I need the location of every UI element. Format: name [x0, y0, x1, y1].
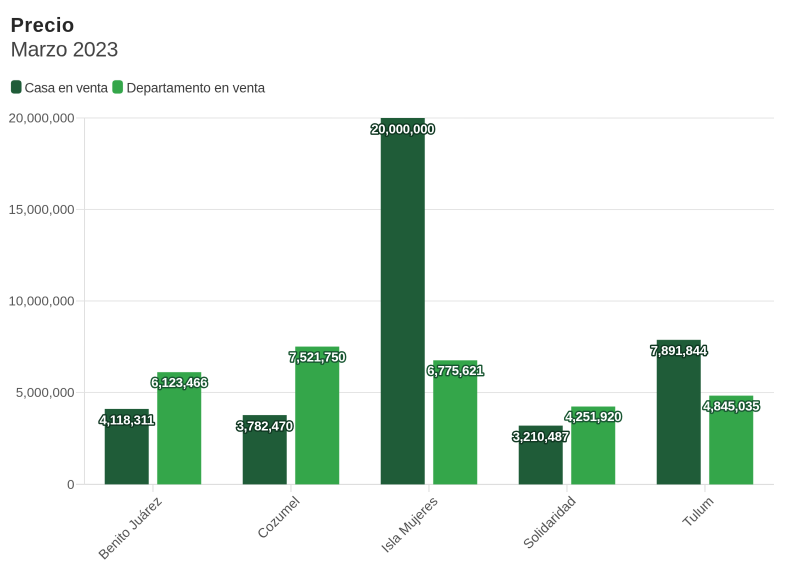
svg-text:20,000,000: 20,000,000 [9, 110, 75, 125]
svg-text:6,123,466: 6,123,466 [151, 375, 207, 390]
svg-text:20,000,000: 20,000,000 [371, 121, 434, 136]
svg-text:Precio: Precio [11, 15, 75, 37]
svg-text:5,000,000: 5,000,000 [16, 385, 75, 400]
svg-text:6,775,621: 6,775,621 [427, 363, 483, 378]
svg-text:10,000,000: 10,000,000 [8, 293, 74, 308]
svg-text:3,782,470: 3,782,470 [237, 418, 293, 433]
svg-text:Marzo 2023: Marzo 2023 [11, 38, 118, 61]
svg-text:15,000,000: 15,000,000 [8, 202, 74, 217]
svg-text:4,251,920: 4,251,920 [565, 409, 621, 424]
svg-text:Departamento en venta: Departamento en venta [127, 80, 266, 95]
svg-text:7,891,844: 7,891,844 [651, 343, 708, 358]
svg-text:7,521,750: 7,521,750 [289, 349, 345, 364]
svg-text:0: 0 [67, 477, 74, 492]
svg-text:4,118,311: 4,118,311 [99, 412, 154, 427]
svg-text:Casa en venta: Casa en venta [25, 80, 109, 95]
svg-text:4,845,035: 4,845,035 [703, 398, 759, 413]
svg-text:3,210,487: 3,210,487 [513, 429, 569, 444]
